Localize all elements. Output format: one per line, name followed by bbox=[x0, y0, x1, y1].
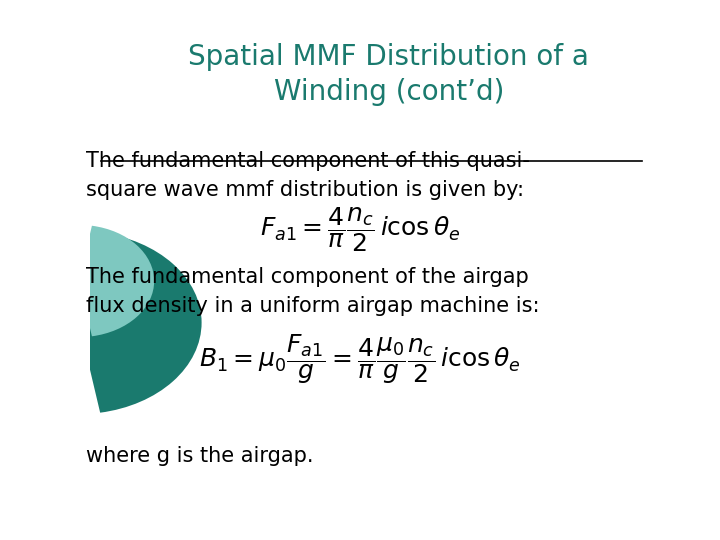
Text: where g is the airgap.: where g is the airgap. bbox=[86, 446, 314, 465]
Text: The fundamental component of the airgap
flux density in a uniform airgap machine: The fundamental component of the airgap … bbox=[86, 267, 540, 316]
Text: The fundamental component of this quasi-
square wave mmf distribution is given b: The fundamental component of this quasi-… bbox=[86, 151, 530, 200]
Text: $F_{a1} = \dfrac{4}{\pi} \dfrac{n_c}{2}\, i \cos\theta_e$: $F_{a1} = \dfrac{4}{\pi} \dfrac{n_c}{2}\… bbox=[260, 206, 460, 253]
Text: Winding (cont’d): Winding (cont’d) bbox=[274, 78, 504, 106]
Text: $B_1 = \mu_0 \dfrac{F_{a1}}{g} = \dfrac{4}{\pi} \dfrac{\mu_0}{g} \dfrac{n_c}{2}\: $B_1 = \mu_0 \dfrac{F_{a1}}{g} = \dfrac{… bbox=[199, 333, 521, 386]
Wedge shape bbox=[79, 226, 154, 336]
Wedge shape bbox=[79, 233, 202, 413]
Text: Spatial MMF Distribution of a: Spatial MMF Distribution of a bbox=[189, 43, 589, 71]
